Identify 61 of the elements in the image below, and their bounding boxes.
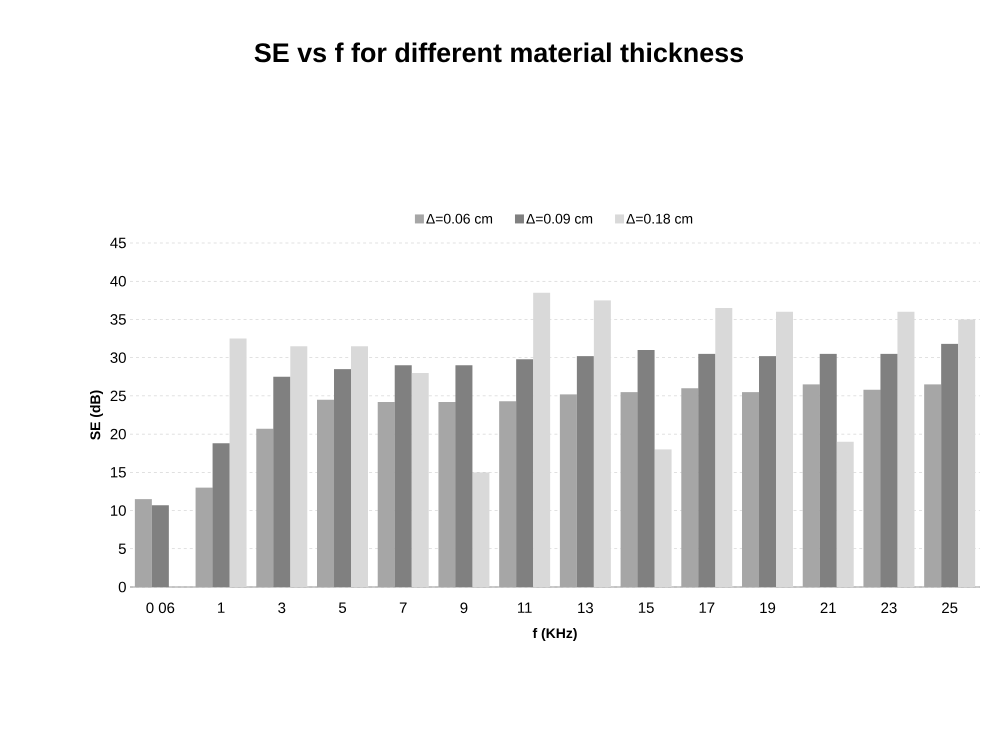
y-axis-title: SE (dB): [90, 390, 104, 440]
y-tick-label: 45: [110, 238, 126, 248]
bar: [820, 354, 837, 587]
bar: [351, 346, 368, 587]
bar: [880, 354, 898, 587]
y-tick-label: 20: [110, 428, 126, 440]
y-tick-label: 25: [110, 390, 126, 402]
bar: [394, 365, 412, 587]
x-tick-label: 13: [578, 602, 594, 614]
x-tick-label: 1: [218, 602, 224, 613]
bar: [472, 472, 490, 587]
bar: [412, 372, 429, 587]
chart-title: SE vs f for different material thickness: [254, 42, 744, 62]
x-axis-title: f (KHz): [532, 628, 577, 641]
x-tick-label: 5: [338, 602, 346, 613]
x-tick-label: 7: [400, 602, 407, 613]
x-tick-label: 9: [460, 602, 468, 614]
bar: [698, 354, 716, 587]
bar: [334, 369, 352, 587]
bar: [759, 356, 776, 587]
bar: [560, 394, 577, 587]
x-tick-label: 25: [942, 602, 958, 614]
bar: [134, 499, 152, 587]
x-tick-label: 21: [820, 602, 836, 613]
bar: [516, 359, 534, 587]
bar: [941, 344, 958, 587]
y-tick-label: 30: [110, 352, 126, 363]
bar: [273, 376, 290, 587]
bar: [715, 308, 732, 587]
bar: [958, 319, 976, 587]
bar: [924, 384, 942, 587]
y-tick-label: 5: [118, 544, 126, 554]
bar: [196, 488, 213, 587]
bar: [533, 292, 550, 587]
x-tick-label: 17: [700, 602, 714, 613]
y-tick-label: 40: [110, 276, 126, 287]
legend-label: Δ=0.09 cm: [526, 214, 592, 224]
x-tick-label: 23: [881, 602, 897, 614]
bar: [897, 312, 914, 587]
x-tick-label: 0 06: [146, 602, 174, 614]
y-tick-label: 35: [110, 314, 126, 325]
bar: [152, 505, 169, 587]
x-tick-label: 15: [638, 602, 654, 613]
bar: [654, 449, 672, 587]
x-tick-label: 11: [518, 602, 532, 613]
bar: [455, 365, 472, 587]
y-tick-label: 0: [118, 582, 126, 592]
y-tick-label: 15: [111, 467, 126, 478]
bar: [576, 356, 594, 587]
bar: [638, 350, 655, 587]
y-tick-label: 10: [111, 505, 126, 516]
legend-label: Δ=0.18 cm: [626, 214, 692, 224]
bar: [230, 338, 247, 587]
x-tick-label: 19: [760, 602, 776, 614]
legend-label: Δ=0.06 cm: [426, 214, 492, 224]
bar: [776, 312, 794, 587]
x-tick-label: 3: [278, 602, 286, 614]
bar: [594, 300, 611, 587]
bar: [836, 442, 854, 587]
bar: [290, 346, 308, 587]
bar: [212, 443, 230, 587]
